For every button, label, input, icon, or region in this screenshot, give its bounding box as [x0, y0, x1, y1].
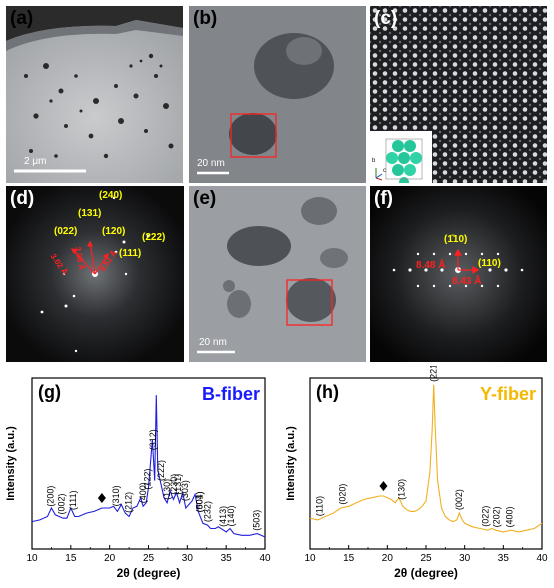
y-axis-label: Intensity (a.u.): [285, 426, 297, 501]
x-tick-label: 25: [143, 553, 155, 564]
panel-e: (e) 20 nm: [189, 186, 366, 362]
axis-b-label: b: [372, 158, 376, 164]
peak-label: (400): [138, 482, 148, 503]
peak-label: (212): [123, 492, 133, 513]
peak-label: (140): [226, 505, 236, 526]
peak-label: (122): [143, 469, 153, 490]
peak-label: (312): [148, 429, 158, 450]
x-tick-label: 40: [536, 553, 548, 564]
series-line: [31, 395, 266, 538]
peak-label: (022): [481, 506, 491, 527]
plane-label: (240): [99, 190, 123, 201]
panel-label: (b): [193, 8, 218, 29]
peak-label: (400): [505, 507, 515, 528]
peak-label: (230): [169, 474, 179, 495]
chart-title: Y-fiber: [480, 384, 536, 404]
x-tick-label: 10: [304, 553, 316, 564]
x-tick-label: 30: [459, 553, 471, 564]
x-axis-label: 2θ (degree): [117, 566, 181, 580]
peak-label: (303): [180, 480, 190, 501]
diamond-marker: [97, 492, 106, 503]
peak-label: (002): [454, 489, 464, 510]
panel-c-image: [370, 6, 547, 183]
axis-c-label: c: [383, 168, 386, 174]
peak-label: (222): [156, 460, 166, 481]
axis-c: [375, 173, 383, 179]
panel-d-image: [6, 186, 184, 362]
peak-label: (131): [173, 474, 183, 495]
panel-label: (h): [316, 382, 339, 402]
peak-label: (111): [68, 490, 78, 510]
x-tick-label: 35: [221, 553, 233, 564]
plane-label: (110): [478, 258, 501, 269]
peak-label: (310): [111, 485, 121, 506]
panel-label: (c): [374, 8, 398, 29]
series-line: [309, 384, 543, 533]
peak-label: (202): [491, 506, 501, 527]
plane-label: (022): [54, 226, 78, 237]
peak-label: (501): [195, 491, 205, 512]
panel-label: (e): [193, 188, 217, 209]
chart-title: B-fiber: [202, 384, 260, 404]
scalebar-label: 20 nm: [197, 158, 225, 169]
xrd-chart-y-fiber: 10 15 20 25 30 35 40 2θ (degree) Intensity (a.u.…: [285, 366, 548, 580]
peak-label: (130): [162, 479, 172, 500]
panel-label: (f): [374, 188, 393, 209]
atom-model: [385, 138, 423, 183]
peak-label: (413): [218, 506, 228, 527]
axis-a: [375, 177, 383, 181]
x-tick-label: 25: [420, 553, 432, 564]
plane-label: (222): [142, 232, 166, 243]
peak-label: (232): [203, 501, 213, 522]
scalebar-label: 20 nm: [199, 337, 227, 348]
panel-e-image: [189, 186, 366, 362]
diamond-marker: [379, 480, 388, 491]
x-tick-label: 15: [343, 553, 355, 564]
peak-label: (110): [314, 496, 324, 516]
peak-label: (004): [195, 491, 205, 512]
selection-box: [286, 279, 333, 326]
panel-b-image: [189, 6, 366, 183]
x-tick-label: 20: [382, 553, 394, 564]
scalebar-label: 2 μm: [24, 156, 47, 167]
x-tick-label: 35: [498, 553, 510, 564]
panel-a-image: [6, 6, 183, 183]
peak-label: (200): [46, 486, 56, 507]
x-tick-label: 40: [259, 553, 271, 564]
selection-box: [230, 113, 277, 158]
x-tick-label: 20: [104, 553, 116, 564]
plane-label: (120): [102, 226, 126, 237]
panel-f: (f) (1̄10) (110) 8.48 Å 8.43 Å: [370, 186, 547, 362]
panel-d: (d) (240) (131) (022) (120) (222) (111) …: [6, 186, 184, 362]
x-tick-label: 30: [182, 553, 194, 564]
plane-label: (131): [78, 208, 102, 219]
panel-label: (g): [38, 382, 61, 402]
panel-b: (b) 20 nm: [189, 6, 366, 183]
spacing-label: 8.43 Å: [452, 276, 482, 287]
x-axis-label: 2θ (degree): [394, 566, 458, 580]
plane-label: (1̄10): [444, 234, 468, 245]
peak-label: (130): [396, 479, 406, 500]
peak-label: (002): [57, 494, 67, 515]
panel-c: (c) b c: [370, 6, 547, 183]
xrd-chart-b-fiber: 10 15 20 25 30 35 40 2θ (degree) Intensity (a.u.…: [5, 377, 271, 580]
spacing-label: 8.48 Å: [416, 260, 446, 271]
peak-label: (221): [429, 366, 439, 382]
peak-label: (020): [337, 484, 347, 505]
y-axis-label: Intensity (a.u.): [5, 426, 17, 501]
panel-label: (d): [10, 188, 35, 209]
plane-label: (111): [119, 248, 142, 259]
x-tick-label: 15: [65, 553, 77, 564]
x-tick-label: 10: [26, 553, 38, 564]
panel-label: (a): [10, 8, 34, 29]
peak-label: (503): [251, 510, 261, 531]
panel-a: (a) 2 μm: [6, 6, 183, 183]
panel-f-image: [370, 186, 547, 362]
